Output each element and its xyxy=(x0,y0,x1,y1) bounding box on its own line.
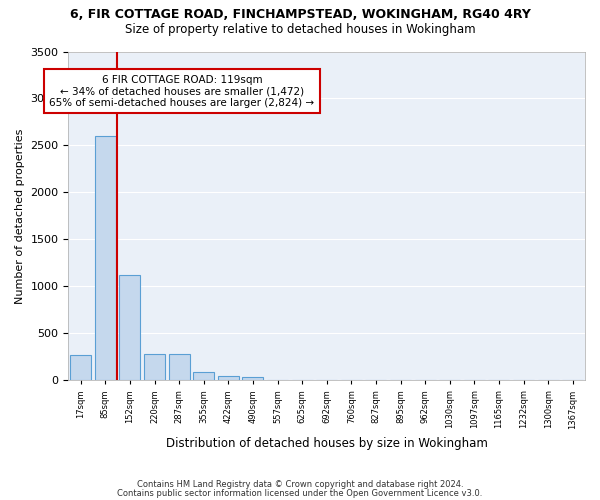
Bar xyxy=(242,377,263,380)
Text: Size of property relative to detached houses in Wokingham: Size of property relative to detached ho… xyxy=(125,22,475,36)
Y-axis label: Number of detached properties: Number of detached properties xyxy=(15,128,25,304)
X-axis label: Distribution of detached houses by size in Wokingham: Distribution of detached houses by size … xyxy=(166,437,488,450)
Bar xyxy=(95,136,116,380)
Bar xyxy=(218,376,239,380)
Bar xyxy=(119,275,140,380)
Text: Contains HM Land Registry data © Crown copyright and database right 2024.: Contains HM Land Registry data © Crown c… xyxy=(137,480,463,489)
Text: 6 FIR COTTAGE ROAD: 119sqm
← 34% of detached houses are smaller (1,472)
65% of s: 6 FIR COTTAGE ROAD: 119sqm ← 34% of deta… xyxy=(49,74,314,108)
Bar xyxy=(169,354,190,380)
Text: Contains public sector information licensed under the Open Government Licence v3: Contains public sector information licen… xyxy=(118,488,482,498)
Text: 6, FIR COTTAGE ROAD, FINCHAMPSTEAD, WOKINGHAM, RG40 4RY: 6, FIR COTTAGE ROAD, FINCHAMPSTEAD, WOKI… xyxy=(70,8,530,20)
Bar xyxy=(144,354,165,380)
Bar xyxy=(70,355,91,380)
Bar xyxy=(193,372,214,380)
